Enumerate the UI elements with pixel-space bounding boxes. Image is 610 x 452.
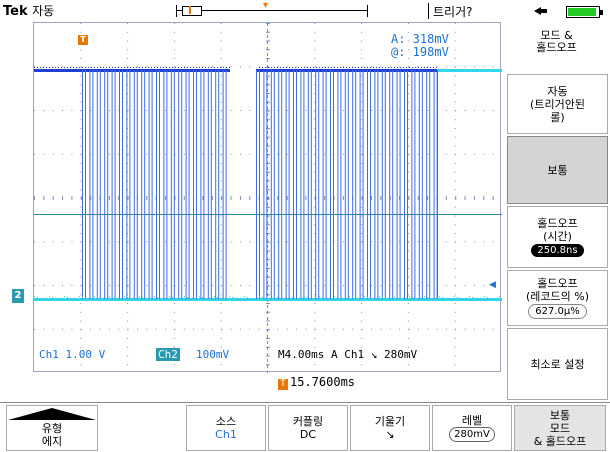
trigger-level-arrow-icon: ◀ [489,280,496,290]
brand-logo: Tek [3,4,28,19]
bottom-menu: 유형 에지 소스 Ch1 커플링 DC 기울기 ↘ 레벨 280mV 보통 모드… [0,402,610,452]
record-view-bar [176,5,368,17]
ch2-scale: 100mV [196,348,230,361]
trigger-time-readout: T 15.7600ms [278,375,355,390]
trigger-point-marker-icon: T [78,35,88,45]
normal-mode-button[interactable]: 보통 [507,136,608,204]
holdoff-time-button[interactable]: 홀드오프 (시간) 250.8ns [507,206,608,268]
ch2-tag: Ch2 [156,348,180,361]
ch2-ground-marker-icon: 2 [12,289,24,303]
record-window [182,6,202,16]
trigger-time-value: 15.7600ms [290,375,356,389]
side-menu: 모드 & 홀드오프 자동 (트리거안된 롤) 보통 홀드오프 (시간) 250.… [503,22,610,402]
trigger-source-button[interactable]: 소스 Ch1 [186,405,266,451]
timebase-trigger-readout: M4.00ms A Ch1 ↘ 280mV [278,348,418,361]
menu-up-arrow-icon [8,408,96,420]
readout-b: @: 198mV [391,45,449,59]
auto-roll-button[interactable]: 자동 (트리거안된 롤) [507,74,608,134]
top-status-bar: Tek 자동 ▾ 트리거? [0,0,610,22]
trigger-coupling-button[interactable]: 커플링 DC [268,405,348,451]
side-menu-title: 모드 & 홀드오프 [536,29,577,54]
ac-power-icon [534,7,547,15]
mode-holdoff-button[interactable]: 보통 모드 & 홀드오프 [514,405,606,451]
acquisition-mode: 자동 [32,4,55,18]
holdoff-time-value: 250.8ns [531,244,584,257]
brand-mode: Tek 자동 [3,2,54,19]
trigger-position-marker [189,6,191,14]
trigger-icon: T [278,379,288,390]
set-minimum-button[interactable]: 최소로 설정 [507,328,608,400]
channel-readout-bar: Ch1 1.00 V Ch2 100mV M4.00ms A Ch1 ↘ 280… [33,340,501,368]
holdoff-percent-button[interactable]: 홀드오프 (레코드의 %) 627.0μ% [507,270,608,326]
trigger-type-button[interactable]: 유형 에지 [6,405,98,451]
trigger-slope-button[interactable]: 기울기 ↘ [350,405,430,451]
trigger-level-button[interactable]: 레벨 280mV [432,405,512,451]
trigger-status: 트리거? [428,3,473,19]
readout-a: A: 318mV [391,32,449,46]
trigger-position-arrow-icon: ▾ [263,0,269,11]
waveform-graticule [34,23,502,373]
holdoff-percent-value: 627.0μ% [528,304,587,319]
ch1-scale: Ch1 1.00 V [39,348,106,361]
waveform-display [33,22,502,373]
battery-icon [566,6,603,18]
